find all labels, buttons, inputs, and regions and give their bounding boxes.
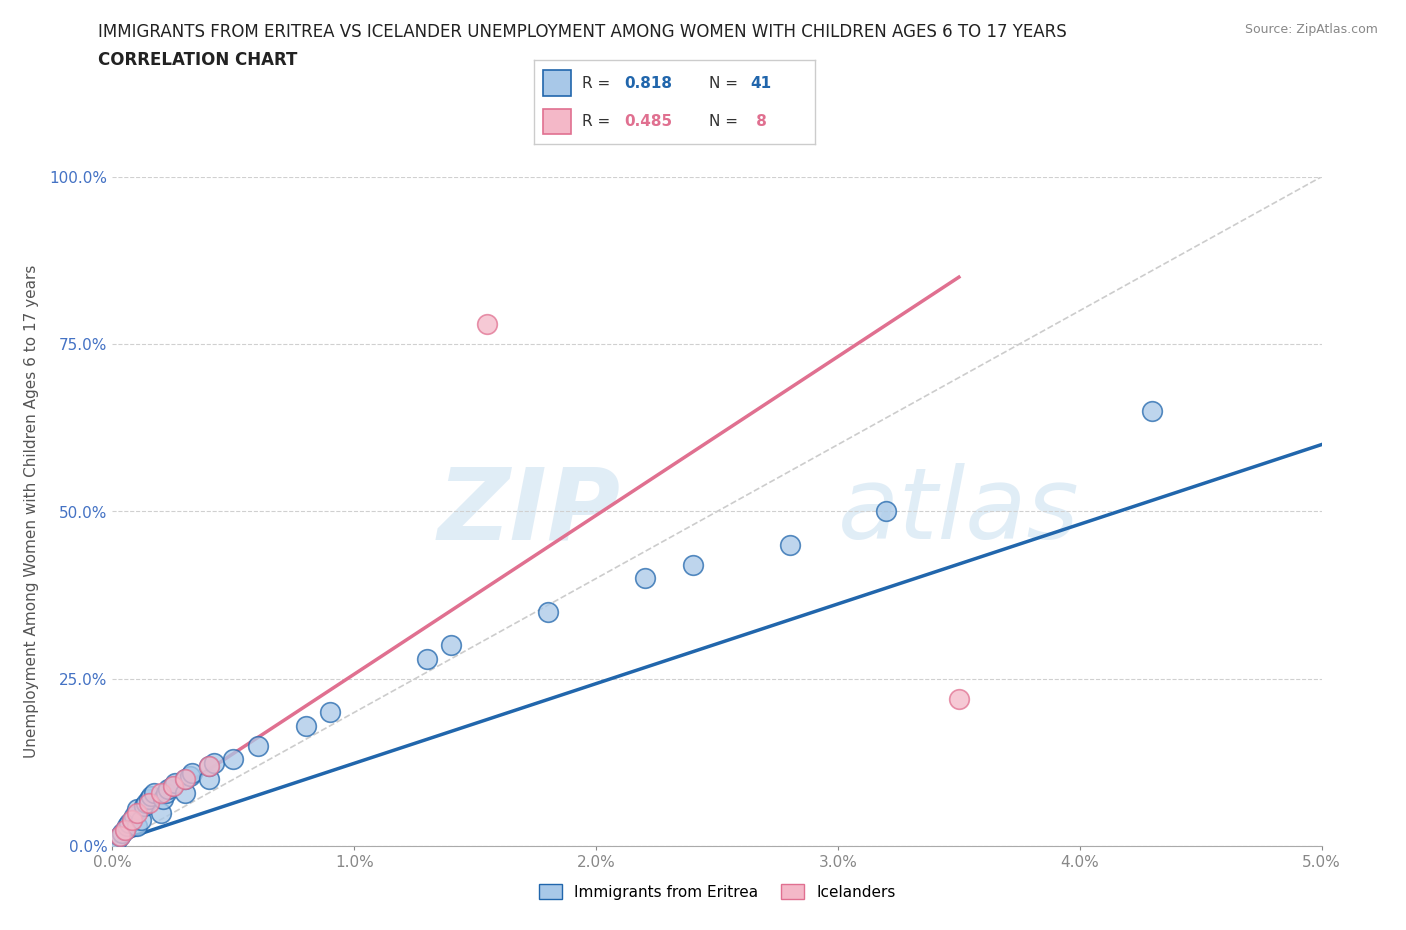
Point xyxy=(157,782,180,797)
Point xyxy=(222,751,245,766)
Text: 0.485: 0.485 xyxy=(624,114,672,129)
Point xyxy=(179,768,201,783)
Legend: Immigrants from Eritrea, Icelanders: Immigrants from Eritrea, Icelanders xyxy=(533,877,901,906)
Point xyxy=(108,829,131,844)
Text: 8: 8 xyxy=(751,114,766,129)
Bar xyxy=(543,71,571,96)
Point xyxy=(121,812,143,827)
Point xyxy=(875,504,897,519)
Point xyxy=(319,705,342,720)
Bar xyxy=(543,109,571,134)
Point xyxy=(141,789,163,804)
Text: atlas: atlas xyxy=(838,463,1080,560)
Text: R =: R = xyxy=(582,75,616,90)
Point xyxy=(165,776,187,790)
Point xyxy=(779,538,801,552)
Point xyxy=(111,826,134,841)
Text: 0.818: 0.818 xyxy=(624,75,672,90)
Point xyxy=(1142,404,1164,418)
Point xyxy=(149,805,172,820)
Point xyxy=(162,778,184,793)
Point xyxy=(181,765,204,780)
Point xyxy=(122,809,145,824)
Point xyxy=(174,772,197,787)
Point xyxy=(138,792,160,807)
Point xyxy=(633,571,655,586)
Point xyxy=(416,651,439,666)
Point xyxy=(131,812,153,827)
Point xyxy=(174,785,197,800)
Point xyxy=(125,802,148,817)
Point xyxy=(142,785,165,800)
Point xyxy=(162,778,184,793)
Text: 41: 41 xyxy=(751,75,772,90)
Point xyxy=(132,799,155,814)
Point xyxy=(155,785,177,800)
Point xyxy=(125,805,148,820)
Text: ZIP: ZIP xyxy=(437,463,620,560)
Point xyxy=(115,818,138,833)
Text: R =: R = xyxy=(582,114,616,129)
Point xyxy=(118,816,141,830)
Point xyxy=(246,738,269,753)
Point xyxy=(125,818,148,833)
Point xyxy=(114,822,136,837)
Point xyxy=(440,638,463,653)
Text: Source: ZipAtlas.com: Source: ZipAtlas.com xyxy=(1244,23,1378,36)
Point xyxy=(108,829,131,844)
Point xyxy=(121,812,143,827)
Text: N =: N = xyxy=(709,75,742,90)
Point xyxy=(174,772,197,787)
Point xyxy=(138,795,160,810)
Point xyxy=(948,692,970,707)
Point xyxy=(149,785,172,800)
Text: N =: N = xyxy=(709,114,742,129)
Point xyxy=(152,792,174,807)
Point xyxy=(682,558,704,573)
Point xyxy=(135,795,157,810)
Text: CORRELATION CHART: CORRELATION CHART xyxy=(98,51,298,69)
Point xyxy=(477,316,499,331)
Point xyxy=(295,718,318,733)
Point xyxy=(202,755,225,770)
Y-axis label: Unemployment Among Women with Children Ages 6 to 17 years: Unemployment Among Women with Children A… xyxy=(24,265,38,758)
Point xyxy=(198,759,221,774)
Text: IMMIGRANTS FROM ERITREA VS ICELANDER UNEMPLOYMENT AMONG WOMEN WITH CHILDREN AGES: IMMIGRANTS FROM ERITREA VS ICELANDER UNE… xyxy=(98,23,1067,41)
Point xyxy=(537,604,560,619)
Point xyxy=(114,822,136,837)
Point xyxy=(105,832,128,847)
Point xyxy=(198,772,221,787)
Point xyxy=(198,759,221,774)
